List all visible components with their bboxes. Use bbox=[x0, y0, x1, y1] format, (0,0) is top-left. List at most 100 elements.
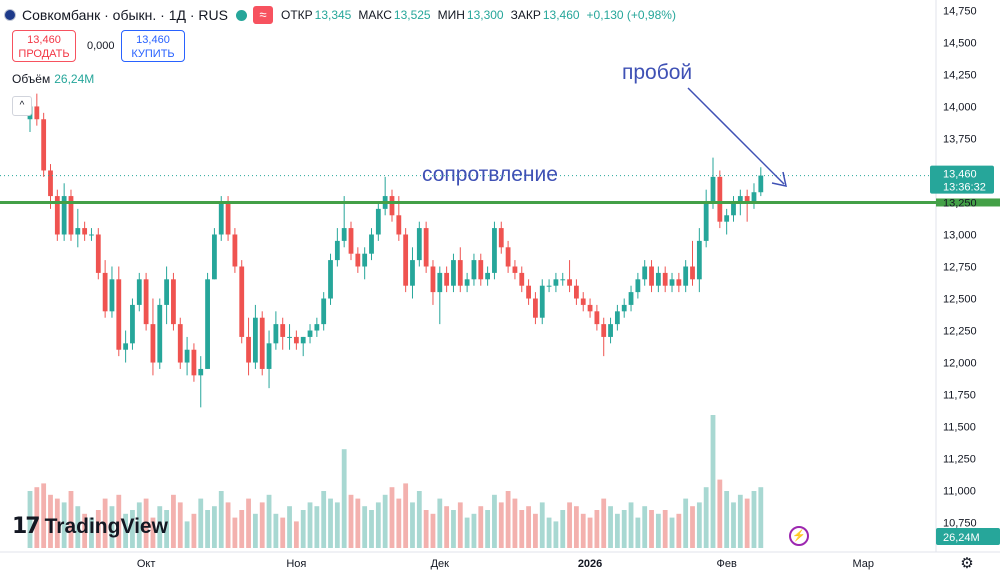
candle-body bbox=[649, 266, 654, 286]
breakout-arrow bbox=[687, 87, 785, 185]
candle-body bbox=[560, 279, 566, 281]
volume-legend[interactable]: Объём 26,24M bbox=[12, 72, 94, 86]
candle-body bbox=[676, 279, 682, 286]
volume-bar bbox=[102, 498, 108, 548]
volume-bar bbox=[512, 498, 518, 548]
volume-bar bbox=[116, 494, 122, 548]
volume-bar bbox=[54, 498, 60, 548]
candle-body bbox=[273, 324, 279, 344]
time-tick-label: Окт bbox=[137, 558, 156, 570]
volume-bar bbox=[314, 506, 320, 548]
candle-body bbox=[389, 196, 395, 216]
compare-icon[interactable]: ≈ bbox=[252, 6, 273, 24]
close-label: ЗАКР bbox=[510, 8, 541, 22]
candle-body bbox=[341, 228, 347, 241]
candle-body bbox=[334, 240, 340, 261]
candle-body bbox=[184, 349, 190, 363]
candle-body bbox=[614, 311, 620, 325]
candle-body bbox=[492, 228, 497, 273]
volume-bar bbox=[580, 513, 586, 548]
candle-body bbox=[123, 343, 129, 350]
volume-bar bbox=[587, 517, 593, 548]
price-tick-label: 11,750 bbox=[943, 390, 976, 402]
chevron-up-icon[interactable]: ^ bbox=[12, 96, 32, 116]
high-value: 13,525 bbox=[393, 8, 431, 22]
volume-bar bbox=[184, 521, 190, 548]
volume-bar bbox=[546, 517, 552, 548]
candle-body bbox=[218, 202, 224, 235]
candle-body bbox=[314, 324, 320, 331]
change-value: +0,130 (+0,98%) bbox=[586, 8, 676, 22]
buy-button[interactable]: 13,460 КУПИТЬ bbox=[121, 30, 185, 62]
candle-body bbox=[608, 324, 613, 337]
candle-body bbox=[724, 215, 730, 222]
volume-bar bbox=[328, 498, 333, 548]
candle-body bbox=[259, 317, 265, 369]
volume-bar bbox=[737, 494, 743, 548]
volume-bar bbox=[389, 487, 395, 548]
volume-bar bbox=[198, 498, 204, 548]
volume-bar bbox=[334, 502, 340, 548]
volume-bar bbox=[724, 491, 730, 548]
candle-body bbox=[177, 324, 183, 363]
candle-body bbox=[212, 234, 217, 280]
candle-countdown: 13:36:32 bbox=[943, 182, 986, 194]
candle-body bbox=[375, 208, 381, 235]
volume-bar bbox=[171, 494, 176, 548]
volume-bar bbox=[717, 479, 723, 548]
volume-bar bbox=[751, 491, 757, 548]
volume-bar bbox=[696, 502, 702, 548]
open-value: 13,345 bbox=[314, 8, 352, 22]
candle-body bbox=[362, 253, 368, 267]
volume-bar bbox=[287, 506, 292, 548]
symbol-title[interactable]: Совкомбанк · обыкн. · 1Д · RUS bbox=[22, 7, 228, 23]
time-axis[interactable]: Окт Ноя Дек 2026 Фев Мар bbox=[137, 558, 874, 570]
volume-bar bbox=[410, 502, 415, 548]
volume-bar bbox=[403, 483, 409, 548]
time-tick-label: Мар bbox=[852, 558, 874, 570]
price-tick-label: 12,000 bbox=[943, 358, 977, 370]
volume-bar bbox=[300, 510, 306, 548]
sell-button[interactable]: 13,460 ПРОДАТЬ bbox=[12, 30, 76, 62]
volume-bar bbox=[177, 502, 183, 548]
volume-bar bbox=[273, 513, 279, 548]
gear-icon[interactable]: ⚙ bbox=[960, 555, 974, 572]
volume-bar bbox=[451, 510, 456, 548]
candle-body bbox=[546, 285, 552, 287]
candle-body bbox=[512, 266, 518, 273]
volume-bar bbox=[157, 506, 163, 548]
volume-bar bbox=[444, 506, 450, 548]
candle-body bbox=[601, 324, 607, 337]
price-tick-label: 11,000 bbox=[943, 486, 976, 498]
symbol-header: Совкомбанк · обыкн. · 1Д · RUS ≈ ОТКР 13… bbox=[4, 4, 683, 26]
price-axis[interactable]: 14,75014,50014,25014,00013,75013,50013,2… bbox=[930, 5, 1000, 545]
resistance-axis-label: 13,250 bbox=[943, 197, 977, 209]
volume-bar bbox=[225, 502, 231, 548]
chart-grid bbox=[0, 0, 1000, 553]
volume-bar bbox=[252, 513, 258, 548]
candle-body bbox=[130, 304, 135, 344]
candle-body bbox=[205, 279, 210, 369]
candle-body bbox=[355, 253, 361, 267]
time-tick-label: Дек bbox=[431, 558, 450, 570]
last-price-label-bg bbox=[930, 165, 994, 194]
candle-body bbox=[437, 272, 443, 293]
candle-body bbox=[737, 196, 743, 203]
candle-body bbox=[89, 234, 94, 236]
volume-bar bbox=[212, 506, 217, 548]
volume-bar bbox=[669, 517, 675, 548]
volume-bar bbox=[136, 502, 142, 548]
volume-label: Объём bbox=[12, 72, 51, 86]
volume-bar bbox=[471, 513, 477, 548]
candle-body bbox=[498, 228, 504, 248]
candle-body bbox=[580, 298, 586, 305]
volume-bar bbox=[655, 513, 661, 548]
candle-body bbox=[328, 260, 333, 299]
market-status-icon bbox=[235, 9, 247, 21]
candle-body bbox=[690, 266, 695, 280]
volume-bar bbox=[293, 521, 299, 548]
volume-bar bbox=[348, 494, 354, 548]
lightning-icon[interactable]: ⚡ bbox=[789, 526, 809, 546]
tradingview-logo[interactable]: 17 TradingView bbox=[12, 514, 168, 539]
